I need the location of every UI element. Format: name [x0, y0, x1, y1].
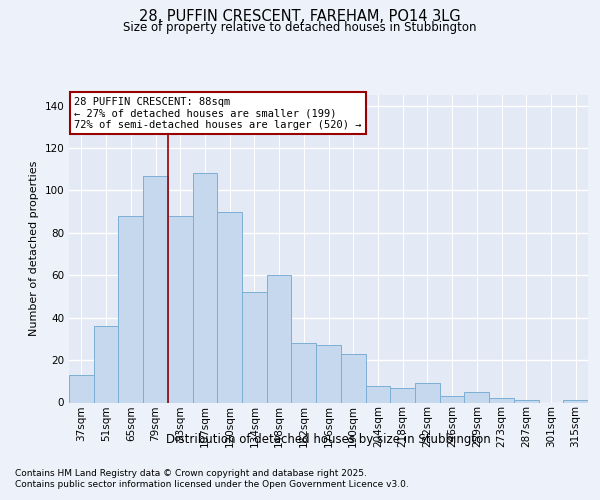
- Bar: [316, 345, 341, 403]
- Bar: [217, 212, 242, 402]
- Bar: [415, 384, 440, 402]
- Bar: [365, 386, 390, 402]
- Bar: [489, 398, 514, 402]
- Bar: [440, 396, 464, 402]
- Bar: [563, 400, 588, 402]
- Bar: [118, 216, 143, 402]
- Bar: [267, 276, 292, 402]
- Text: 28 PUFFIN CRESCENT: 88sqm
← 27% of detached houses are smaller (199)
72% of semi: 28 PUFFIN CRESCENT: 88sqm ← 27% of detac…: [74, 96, 362, 130]
- Bar: [69, 375, 94, 402]
- Text: Distribution of detached houses by size in Stubbington: Distribution of detached houses by size …: [166, 432, 491, 446]
- Y-axis label: Number of detached properties: Number of detached properties: [29, 161, 39, 336]
- Text: Contains HM Land Registry data © Crown copyright and database right 2025.: Contains HM Land Registry data © Crown c…: [15, 468, 367, 477]
- Bar: [390, 388, 415, 402]
- Bar: [193, 174, 217, 402]
- Bar: [242, 292, 267, 403]
- Bar: [168, 216, 193, 402]
- Bar: [464, 392, 489, 402]
- Text: Size of property relative to detached houses in Stubbington: Size of property relative to detached ho…: [123, 22, 477, 35]
- Text: 28, PUFFIN CRESCENT, FAREHAM, PO14 3LG: 28, PUFFIN CRESCENT, FAREHAM, PO14 3LG: [139, 9, 461, 24]
- Bar: [143, 176, 168, 402]
- Bar: [94, 326, 118, 402]
- Bar: [341, 354, 365, 403]
- Bar: [292, 343, 316, 402]
- Text: Contains public sector information licensed under the Open Government Licence v3: Contains public sector information licen…: [15, 480, 409, 489]
- Bar: [514, 400, 539, 402]
